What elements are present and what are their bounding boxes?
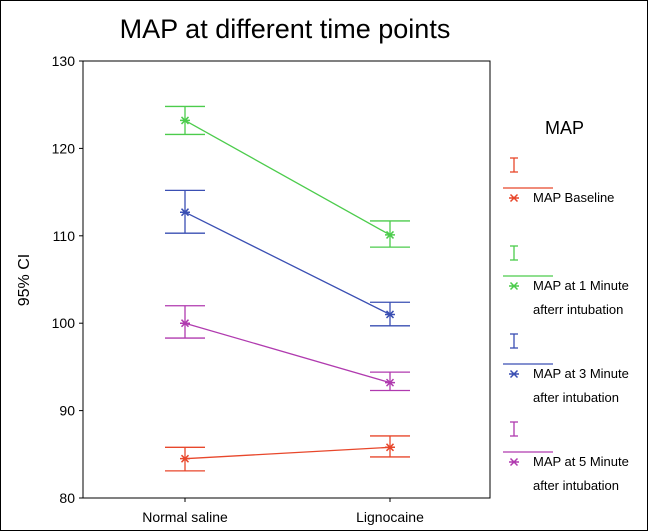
y-tick-label-100: 100 [52,315,76,331]
legend-title: MAP [545,118,585,138]
series-line-0 [184,446,391,460]
chart-title: MAP at different time points [119,14,451,44]
mean-marker-0-1 [385,443,395,452]
legend-marker-0 [509,193,519,203]
mean-marker-2-1 [385,310,395,319]
legend-label-2-0: MAP at 3 Minute [533,366,629,381]
y-tick-label-80: 80 [59,490,75,506]
legend-marker-3 [509,457,519,467]
mean-marker-2-0 [180,208,190,217]
mean-marker-1-1 [385,230,395,239]
y-tick-label-120: 120 [52,140,76,156]
plot-area [82,60,491,499]
y-tick-label-130: 130 [52,53,76,69]
series-line-3 [184,322,391,384]
mean-marker-3-1 [385,378,395,387]
legend-label-3-1: after intubation [533,478,619,493]
y-tick-label-110: 110 [53,228,76,244]
legend-marker-2 [509,369,519,379]
legend-label-2-1: after intubation [533,390,619,405]
x-tick-label-1: Lignocaine [356,509,424,525]
mean-marker-3-0 [180,319,190,328]
mean-marker-0-0 [180,454,190,463]
legend-label-1-0: MAP at 1 Minute [533,278,629,293]
legend-label-0-0: MAP Baseline [533,190,614,205]
series-line-2 [184,211,391,316]
y-tick-label-90: 90 [59,403,75,419]
series-line-1 [184,119,391,236]
legend-label-3-0: MAP at 5 Minute [533,454,629,469]
mean-marker-1-0 [180,116,190,125]
legend-marker-1 [509,281,519,291]
x-tick-label-0: Normal saline [142,509,228,525]
legend-label-1-1: afterr intubation [533,302,623,317]
